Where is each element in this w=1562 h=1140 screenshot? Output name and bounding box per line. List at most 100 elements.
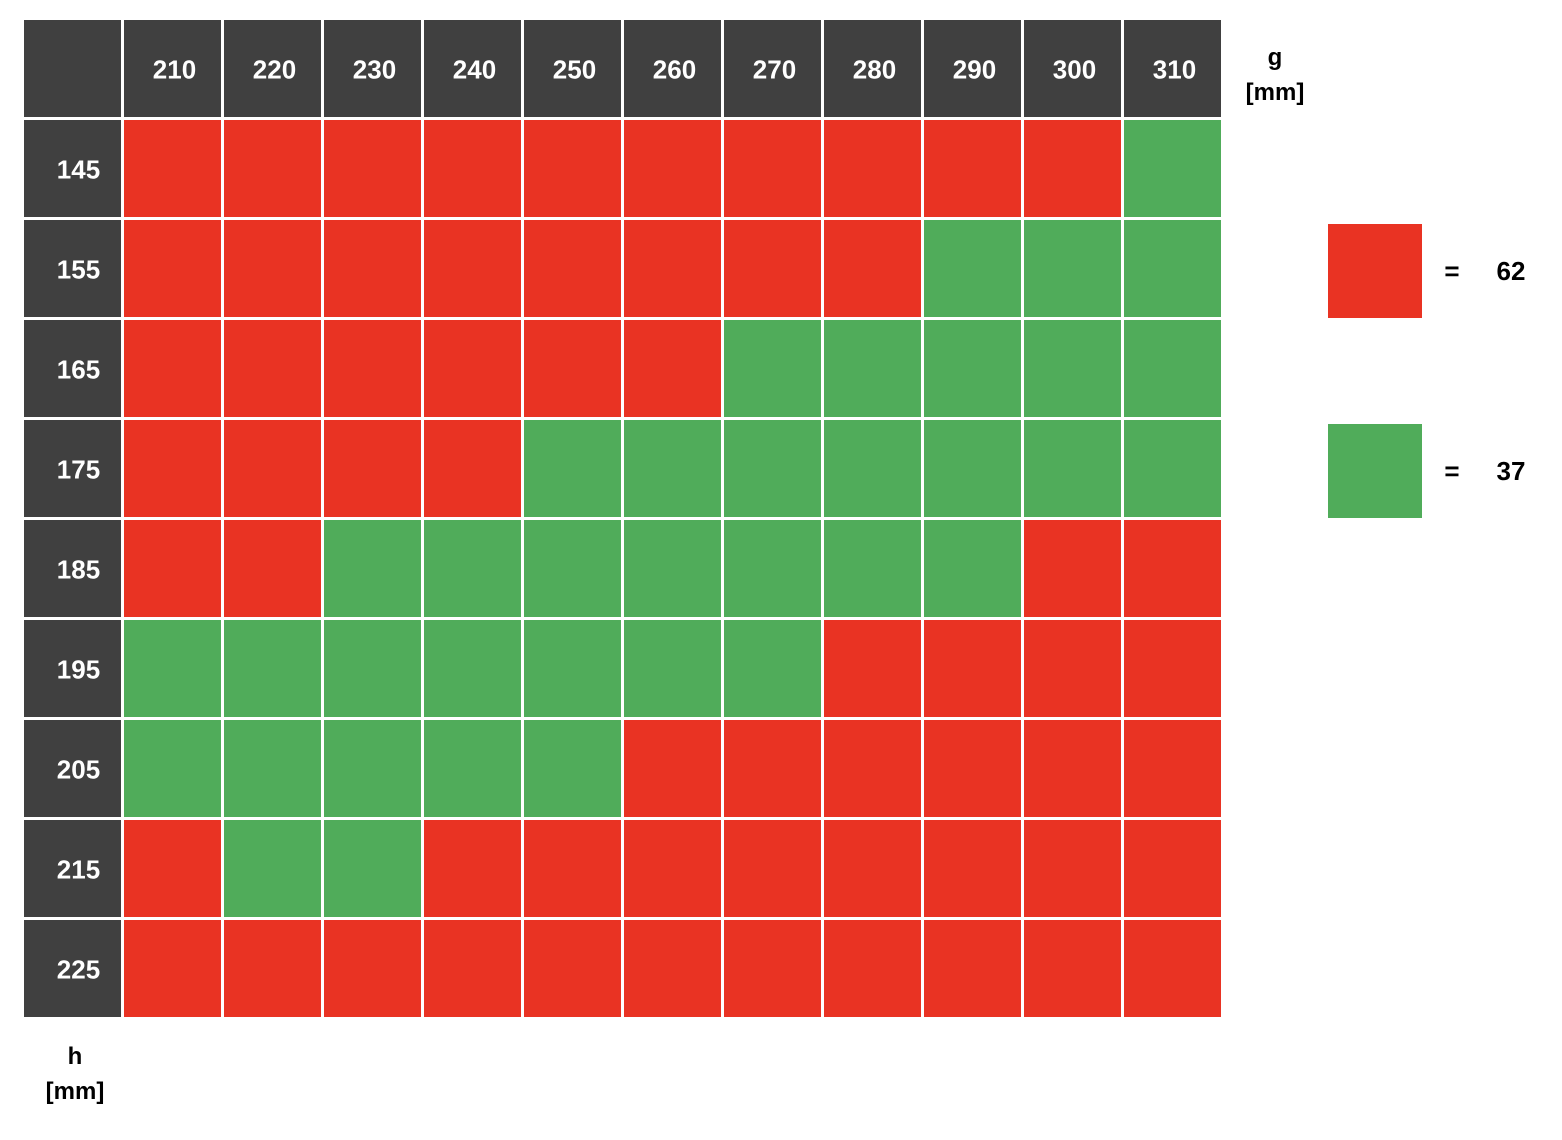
column-header-cell bbox=[524, 20, 621, 117]
x-axis-label-line2: [mm] bbox=[1246, 79, 1305, 106]
column-header-label: 220 bbox=[253, 55, 296, 85]
heatmap-cell bbox=[624, 920, 721, 1017]
heatmap-cell bbox=[524, 620, 621, 717]
heatmap-cell bbox=[624, 320, 721, 417]
heatmap-cell bbox=[424, 820, 521, 917]
heatmap-cell bbox=[1024, 420, 1121, 517]
row-header-cell bbox=[24, 420, 121, 517]
heatmap-cell bbox=[524, 420, 621, 517]
column-header-cell bbox=[224, 20, 321, 117]
heatmap-cell bbox=[224, 220, 321, 317]
heatmap-cell bbox=[124, 220, 221, 317]
column-header-label: 310 bbox=[1153, 55, 1196, 85]
heatmap-cell bbox=[524, 820, 621, 917]
row-header-cell bbox=[24, 120, 121, 217]
heatmap-cell bbox=[1024, 620, 1121, 717]
heatmap-cell bbox=[824, 220, 921, 317]
heatmap-cell bbox=[924, 620, 1021, 717]
heatmap-cell bbox=[824, 520, 921, 617]
legend-equals-sign: = bbox=[1444, 456, 1459, 486]
legend-value: 62 bbox=[1497, 256, 1526, 286]
heatmap-cell bbox=[124, 720, 221, 817]
x-axis-label-line1: g bbox=[1268, 44, 1283, 71]
column-header-label: 260 bbox=[653, 55, 696, 85]
heatmap-cell bbox=[824, 420, 921, 517]
heatmap-cell bbox=[524, 120, 621, 217]
heatmap-cell bbox=[924, 320, 1021, 417]
row-header-cell bbox=[24, 820, 121, 917]
heatmap-cell bbox=[324, 920, 421, 1017]
heatmap-cell bbox=[824, 620, 921, 717]
heatmap-cell bbox=[224, 320, 321, 417]
legend-swatch bbox=[1328, 424, 1422, 518]
heatmap-cell bbox=[624, 720, 721, 817]
heatmap-cell bbox=[424, 520, 521, 617]
column-header-label: 280 bbox=[853, 55, 896, 85]
column-header-cell bbox=[1024, 20, 1121, 117]
heatmap-cell bbox=[124, 620, 221, 717]
row-header-label: 185 bbox=[57, 555, 100, 585]
heatmap-cell bbox=[1024, 720, 1121, 817]
heatmap-cell bbox=[1024, 320, 1121, 417]
row-header-cell bbox=[24, 620, 121, 717]
heatmap-cell bbox=[1124, 420, 1221, 517]
heatmap-cell bbox=[624, 520, 721, 617]
heatmap-cell bbox=[724, 720, 821, 817]
legend: = 62 = 37 bbox=[1328, 224, 1525, 518]
heatmap-cell bbox=[1124, 120, 1221, 217]
column-header-cell bbox=[124, 20, 221, 117]
heatmap-cell bbox=[724, 820, 821, 917]
heatmap-cell bbox=[124, 120, 221, 217]
legend-value: 37 bbox=[1497, 456, 1526, 486]
heatmap-cell bbox=[1024, 820, 1121, 917]
heatmap-cell bbox=[824, 820, 921, 917]
heatmap-cell bbox=[824, 720, 921, 817]
heatmap-cell bbox=[1124, 820, 1221, 917]
column-header-cell bbox=[624, 20, 721, 117]
row-header-label: 165 bbox=[57, 355, 100, 385]
heatmap-cell bbox=[224, 720, 321, 817]
heatmap-cell bbox=[124, 920, 221, 1017]
column-header-label: 240 bbox=[453, 55, 496, 85]
heatmap-cell bbox=[724, 520, 821, 617]
row-header-cell bbox=[24, 520, 121, 617]
row-header-cell bbox=[24, 920, 121, 1017]
legend-equals-sign: = bbox=[1444, 256, 1459, 286]
heatmap-cell bbox=[524, 720, 621, 817]
heatmap-cell bbox=[224, 420, 321, 517]
y-axis-label-line2: [mm] bbox=[46, 1078, 105, 1105]
heatmap-cell bbox=[424, 920, 521, 1017]
heatmap-cell bbox=[324, 120, 421, 217]
heatmap-cell bbox=[724, 420, 821, 517]
heatmap-cell bbox=[424, 620, 521, 717]
heatmap-cell bbox=[224, 620, 321, 717]
heatmap-cell bbox=[924, 220, 1021, 317]
heatmap-cell bbox=[224, 920, 321, 1017]
heatmap-cell bbox=[324, 820, 421, 917]
heatmap-cell bbox=[724, 320, 821, 417]
column-header-label: 300 bbox=[1053, 55, 1096, 85]
heatmap-cell bbox=[1124, 720, 1221, 817]
heatmap-cell bbox=[424, 420, 521, 517]
column-header-cell bbox=[924, 20, 1021, 117]
heatmap-cell bbox=[724, 920, 821, 1017]
row-header-cell bbox=[24, 320, 121, 417]
y-axis-label-line1: h bbox=[68, 1043, 83, 1070]
heatmap-cell bbox=[324, 520, 421, 617]
heatmap-cell bbox=[624, 220, 721, 317]
heatmap-cell bbox=[1124, 520, 1221, 617]
heatmap-cell bbox=[924, 520, 1021, 617]
heatmap-cell bbox=[524, 320, 621, 417]
heatmap-cell bbox=[524, 920, 621, 1017]
row-header-label: 175 bbox=[57, 455, 100, 485]
heatmap-cell bbox=[624, 820, 721, 917]
row-header-cell bbox=[24, 220, 121, 317]
heatmap-cell bbox=[124, 520, 221, 617]
heatmap-cell bbox=[124, 320, 221, 417]
heatmap-cell bbox=[924, 820, 1021, 917]
row-header-cell bbox=[24, 720, 121, 817]
heatmap-cell bbox=[824, 120, 921, 217]
column-header-label: 230 bbox=[353, 55, 396, 85]
heatmap-cell bbox=[524, 520, 621, 617]
